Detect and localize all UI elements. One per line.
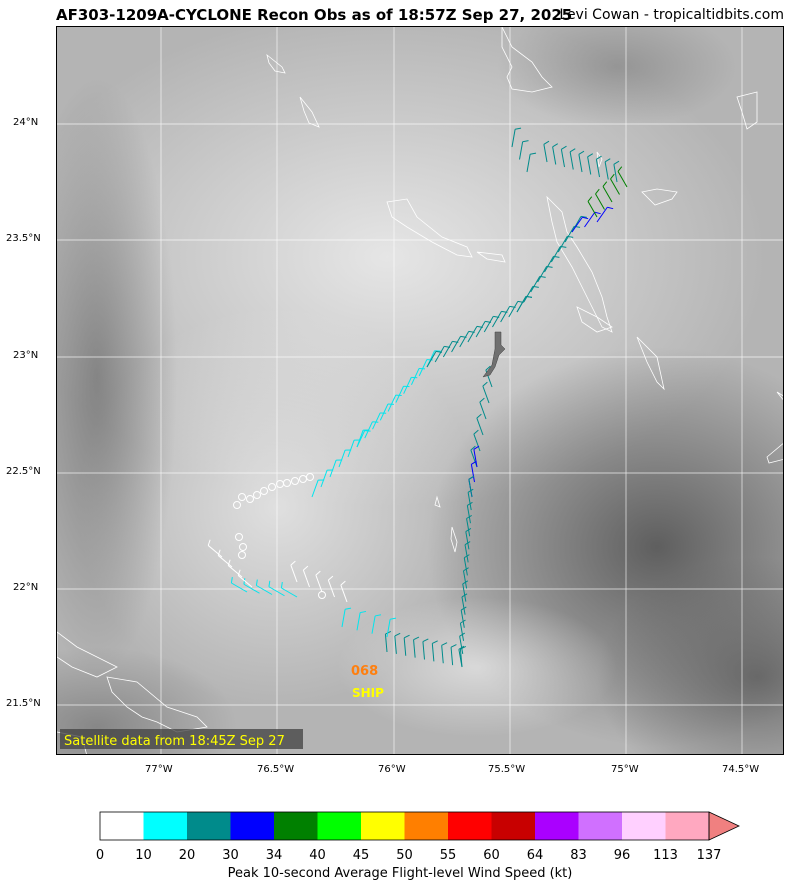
wind-barbs (207, 127, 628, 668)
ship-obs-label: SHIP (352, 686, 384, 700)
colorbar-tick-label: 55 (439, 848, 457, 863)
colorbar-cell (361, 812, 405, 840)
colorbar-cell (230, 812, 275, 840)
colorbar-tick-label: 0 (95, 848, 105, 863)
lon-label-75: 75°W (611, 764, 639, 775)
lat-label-23-5: 23.5°N (6, 233, 41, 244)
lat-label-22: 22°N (13, 582, 39, 593)
lat-label-23: 23°N (13, 350, 39, 361)
colorbar-tick-label: 83 (570, 848, 587, 863)
colorbar-tick-label: 34 (265, 848, 283, 863)
lat-label-24: 24°N (13, 117, 39, 128)
coastlines (57, 27, 783, 754)
satellite-map: 068 SHIP Satellite data from 18:45Z Sep … (57, 27, 783, 754)
colorbar-tick-label: 20 (178, 848, 196, 863)
lon-label-75-5: 75.5°W (488, 764, 526, 775)
colorbar-cell (535, 812, 579, 840)
colorbar (99, 811, 740, 841)
colorbar-cell (622, 812, 666, 840)
lat-label-22-5: 22.5°N (6, 466, 41, 477)
colorbar-cell (143, 812, 188, 840)
colorbar-cell (100, 812, 144, 840)
colorbar-tick-label: 10 (135, 848, 152, 863)
map-title: AF303-1209A-CYCLONE Recon Obs as of 18:5… (56, 6, 573, 24)
colorbar-cell (665, 812, 710, 840)
lat-label-21-5: 21.5°N (6, 698, 41, 709)
colorbar-tick-label: 137 (696, 848, 722, 863)
map-panel[interactable]: 068 SHIP Satellite data from 18:45Z Sep … (56, 26, 784, 755)
colorbar-tick-label: 40 (309, 848, 326, 863)
colorbar-tick-label: 45 (352, 848, 370, 863)
lon-label-74-5: 74.5°W (722, 764, 760, 775)
colorbar-cell (578, 812, 623, 840)
gridlines (57, 27, 783, 754)
colorbar-label: Peak 10-second Average Flight-level Wind… (227, 866, 573, 881)
lon-label-76-5: 76.5°W (257, 764, 295, 775)
colorbar-tick-label: 30 (222, 848, 239, 863)
colorbar-cell (274, 812, 318, 840)
colorbar-tick-label: 96 (613, 848, 631, 863)
colorbar-tick-label: 64 (526, 848, 544, 863)
colorbar-cell (448, 812, 492, 840)
aircraft-icon (482, 331, 506, 378)
credit-text: Levi Cowan - tropicaltidbits.com (559, 7, 784, 23)
colorbar-tick-label: 50 (396, 848, 413, 863)
satellite-note: Satellite data from 18:45Z Sep 27 (64, 734, 285, 749)
colorbar-tick-label: 113 (653, 848, 678, 863)
colorbar-tick-label: 60 (483, 848, 500, 863)
colorbar-cell (187, 812, 231, 840)
colorbar-cell (491, 812, 536, 840)
lon-label-76: 76°W (378, 764, 406, 775)
ship-obs-value: 068 (351, 664, 378, 679)
lon-label-77: 77°W (145, 764, 173, 775)
colorbar-cell (404, 812, 449, 840)
colorbar-cell (317, 812, 362, 840)
